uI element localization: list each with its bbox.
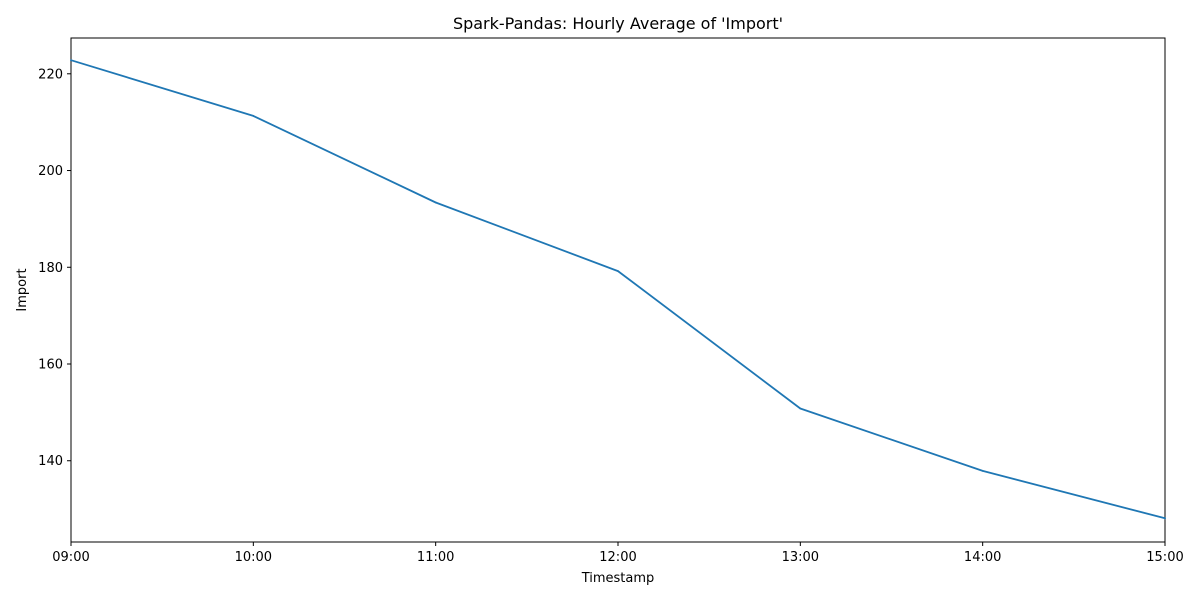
y-axis-label: Import bbox=[15, 268, 30, 311]
data-point bbox=[70, 59, 72, 62]
x-tick-label: 14:00 bbox=[964, 550, 1001, 565]
x-tick-label: 15:00 bbox=[1146, 550, 1183, 565]
series-line bbox=[70, 59, 1166, 520]
y-tick-label: 180 bbox=[38, 261, 63, 276]
x-tick-label: 11:00 bbox=[417, 550, 454, 565]
data-point bbox=[434, 201, 437, 204]
x-tick-label: 09:00 bbox=[52, 550, 89, 565]
y-tick-label: 140 bbox=[38, 454, 63, 469]
y-tick-label: 220 bbox=[38, 67, 63, 82]
data-point bbox=[252, 114, 255, 117]
series-layer bbox=[70, 59, 1166, 520]
x-tick-label: 10:00 bbox=[235, 550, 272, 565]
data-point bbox=[799, 407, 802, 410]
y-axis: 140 160 180 200 220 bbox=[38, 67, 71, 469]
chart-title: Spark-Pandas: Hourly Average of 'Import' bbox=[453, 14, 783, 33]
x-axis: 09:00 10:00 11:00 12:00 13:00 14:00 15:00 bbox=[52, 542, 1184, 565]
x-tick-label: 13:00 bbox=[782, 550, 819, 565]
y-tick-label: 160 bbox=[38, 358, 63, 373]
y-tick-label: 200 bbox=[38, 164, 63, 179]
x-axis-label: Timestamp bbox=[581, 571, 655, 586]
plot-area-frame bbox=[70, 37, 1166, 543]
x-tick-label: 12:00 bbox=[599, 550, 636, 565]
data-point bbox=[1164, 517, 1166, 520]
data-point bbox=[981, 469, 984, 472]
data-point bbox=[617, 270, 619, 273]
